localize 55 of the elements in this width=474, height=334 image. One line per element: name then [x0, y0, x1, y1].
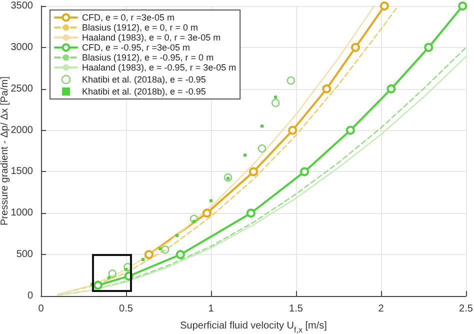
legend-label: Khatibi et al. (2018b), e = -0.95: [82, 86, 206, 96]
point: [176, 250, 185, 260]
point: [161, 246, 170, 254]
point: [274, 96, 278, 99]
y-tick-label: 1000: [10, 208, 34, 219]
point: [346, 126, 355, 135]
y-tick-label: 0: [27, 290, 34, 302]
point: [300, 167, 309, 176]
point: [386, 84, 396, 94]
point: [351, 42, 360, 52]
point: [244, 154, 246, 157]
point: [224, 173, 232, 182]
y-tick-label: 1500: [10, 166, 34, 178]
y-tick-label: 2500: [10, 83, 34, 94]
x-tick-label: 1: [208, 304, 214, 314]
point: [246, 208, 256, 218]
legend-label: CFD, e = -0.95, r =3e-05 m: [82, 42, 190, 52]
point: [190, 214, 198, 224]
x-tick-label: 2: [378, 304, 384, 314]
x-tick-label: 0.5: [119, 304, 134, 314]
legend-label: Haaland (1983), e = -0.95, r = 3e-05 m: [82, 62, 236, 72]
point: [380, 2, 389, 10]
point: [93, 280, 102, 290]
x-tick-label: 0: [38, 304, 44, 314]
point: [108, 270, 116, 278]
point: [458, 2, 468, 10]
y-tick-label: 3000: [10, 42, 34, 53]
point: [144, 250, 154, 260]
y-tick-label: 3500: [10, 0, 34, 12]
point: [260, 124, 264, 128]
point: [288, 126, 298, 135]
point: [124, 268, 128, 271]
point: [249, 167, 258, 176]
point: [142, 258, 144, 262]
legend-label: Blasius (1912), e = 0, r = 0 m: [82, 22, 198, 32]
legend-label: Khatibi et al. (2018a), e = -0.95: [82, 74, 206, 84]
point: [108, 276, 110, 280]
x-tick-label: 1.5: [289, 304, 304, 314]
point: [272, 98, 280, 108]
legend-label: CFD, e = 0, r =3e-05 m: [82, 12, 175, 22]
point: [176, 234, 178, 238]
point: [322, 84, 332, 94]
point: [258, 144, 266, 153]
y-tick-label: 2000: [10, 124, 34, 136]
x-tick-label: 2.5: [459, 304, 474, 314]
point: [192, 220, 196, 223]
y-axis-title: Pressure gradient - Δp/ Δx [Pa/m]: [0, 76, 10, 226]
point: [210, 199, 212, 202]
point: [202, 208, 212, 218]
legend-label: Haaland (1983), e = 0, r = 3e-05 m: [82, 32, 221, 42]
legend-label: Blasius (1912), e = -0.95, r = 0 m: [82, 52, 214, 62]
y-tick-label: 500: [16, 249, 34, 260]
point: [424, 42, 434, 52]
point: [158, 247, 162, 250]
point: [286, 76, 295, 85]
